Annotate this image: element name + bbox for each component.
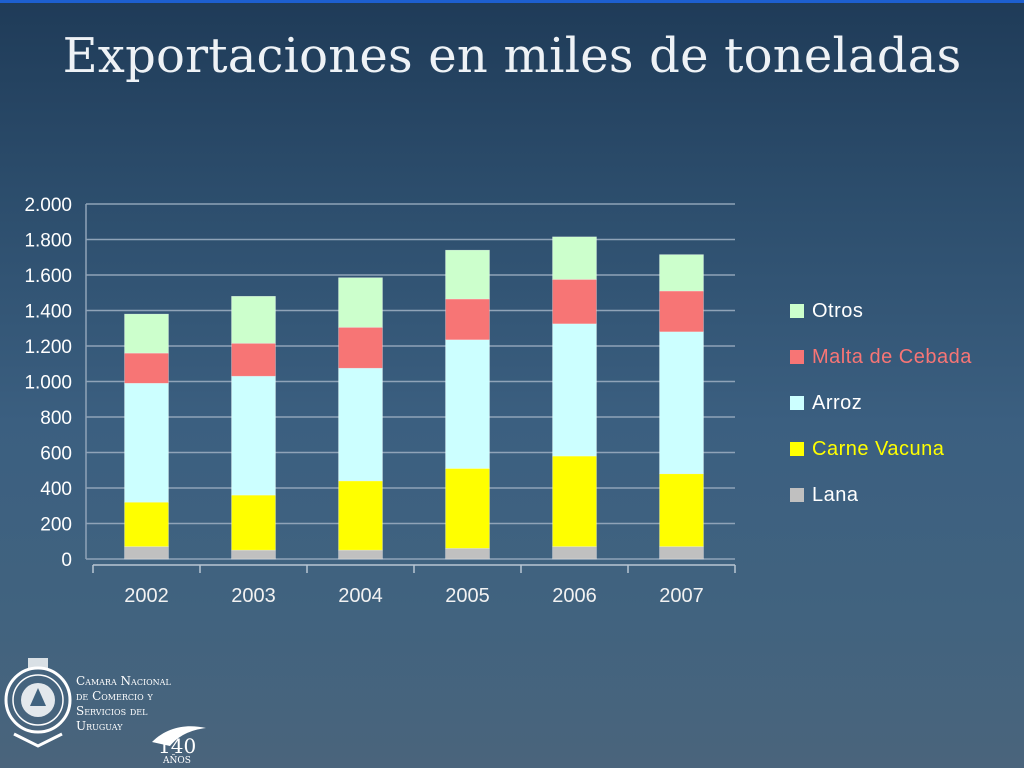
- y-tick-label: 600: [40, 444, 72, 465]
- bar-otros-2004: [338, 277, 383, 328]
- bar-arroz-2004: [338, 367, 383, 482]
- legend-item-malta-de-cebada: Malta de Cebada: [790, 334, 972, 380]
- bar-arroz-2007: [659, 331, 704, 475]
- bar-carne-vacuna-2005: [445, 468, 490, 549]
- anniversary-word: AÑOS: [163, 756, 191, 766]
- bird-icon: [152, 726, 206, 746]
- slide-title: Exportaciones en miles de toneladas: [62, 28, 962, 84]
- bar-malta-de-cebada-2007: [659, 290, 704, 333]
- chamber-seal-icon: [4, 658, 72, 748]
- x-tick-label: 2004: [338, 585, 383, 607]
- bar-malta-de-cebada-2002: [124, 352, 169, 384]
- legend-item-lana: Lana: [790, 472, 972, 518]
- bar-lana-2006: [552, 546, 597, 560]
- legend-swatch: [790, 350, 804, 364]
- bar-malta-de-cebada-2006: [552, 279, 597, 325]
- bar-carne-vacuna-2007: [659, 473, 704, 547]
- bar-lana-2007: [659, 546, 704, 560]
- legend-swatch: [790, 304, 804, 318]
- top-accent-line: [0, 0, 1024, 3]
- y-tick-label: 1.800: [24, 231, 72, 252]
- y-tick-label: 800: [40, 408, 72, 429]
- bar-malta-de-cebada-2005: [445, 298, 490, 341]
- legend-label: Carne Vacuna: [812, 437, 945, 460]
- y-tick-label: 1.400: [24, 302, 72, 323]
- stacked-bar-chart: 0 200 400 600 800 1.000 1.200 1.400 1.600 1.800 2.…: [24, 195, 736, 607]
- bar-carne-vacuna-2003: [231, 494, 276, 551]
- bar-lana-2005: [445, 548, 490, 560]
- bar-otros-2003: [231, 296, 276, 344]
- legend-label: Lana: [812, 483, 859, 506]
- y-tick-label: 200: [40, 515, 72, 536]
- bar-otros-2006: [552, 236, 597, 280]
- org-name: Camara Nacional de Comercio y Servicios …: [76, 674, 171, 734]
- legend-item-arroz: Arroz: [790, 380, 972, 426]
- bar-arroz-2005: [445, 339, 490, 469]
- anniversary-number: 140: [158, 734, 197, 758]
- legend-item-carne-vacuna: Carne Vacuna: [790, 426, 972, 472]
- bar-carne-vacuna-2004: [338, 480, 383, 551]
- bar-arroz-2003: [231, 375, 276, 496]
- bar-otros-2002: [124, 313, 169, 354]
- y-tick-label: 2.000: [24, 195, 72, 216]
- y-tick-label: 1.200: [24, 337, 72, 358]
- legend-item-otros: Otros: [790, 288, 972, 334]
- x-tick-label: 2003: [231, 585, 276, 607]
- x-tick-label: 2006: [552, 585, 597, 607]
- chart-legend: Otros Malta de Cebada Arroz Carne Vacuna Lan…: [790, 288, 972, 518]
- x-tick-label: 2007: [659, 585, 704, 607]
- org-name-line-2: de Comercio y: [76, 689, 153, 703]
- bar-lana-2004: [338, 549, 383, 560]
- org-name-line-3: Servicios del: [76, 704, 148, 718]
- org-name-line-4: Uruguay: [76, 719, 123, 733]
- y-tick-label: 1.600: [24, 266, 72, 287]
- bar-arroz-2006: [552, 323, 597, 457]
- bar-otros-2005: [445, 249, 490, 300]
- bar-carne-vacuna-2002: [124, 501, 169, 547]
- legend-swatch: [790, 488, 804, 502]
- x-tick-label: 2005: [445, 585, 490, 607]
- legend-swatch: [790, 442, 804, 456]
- legend-label: Arroz: [812, 391, 863, 414]
- y-tick-label: 0: [61, 550, 72, 571]
- legend-label: Malta de Cebada: [812, 345, 972, 368]
- y-tick-label: 400: [40, 479, 72, 500]
- y-tick-label: 1.000: [24, 373, 72, 394]
- bar-arroz-2002: [124, 383, 169, 503]
- bar-carne-vacuna-2006: [552, 455, 597, 547]
- x-tick-label: 2002: [124, 585, 169, 607]
- footer-logo-area: [0, 644, 300, 768]
- bar-lana-2002: [124, 546, 169, 560]
- bar-lana-2003: [231, 549, 276, 560]
- bar-otros-2007: [659, 254, 704, 292]
- bar-malta-de-cebada-2004: [338, 327, 383, 369]
- bar-malta-de-cebada-2003: [231, 343, 276, 377]
- legend-label: Otros: [812, 299, 864, 322]
- legend-swatch: [790, 396, 804, 410]
- org-name-line-1: Camara Nacional: [76, 674, 171, 688]
